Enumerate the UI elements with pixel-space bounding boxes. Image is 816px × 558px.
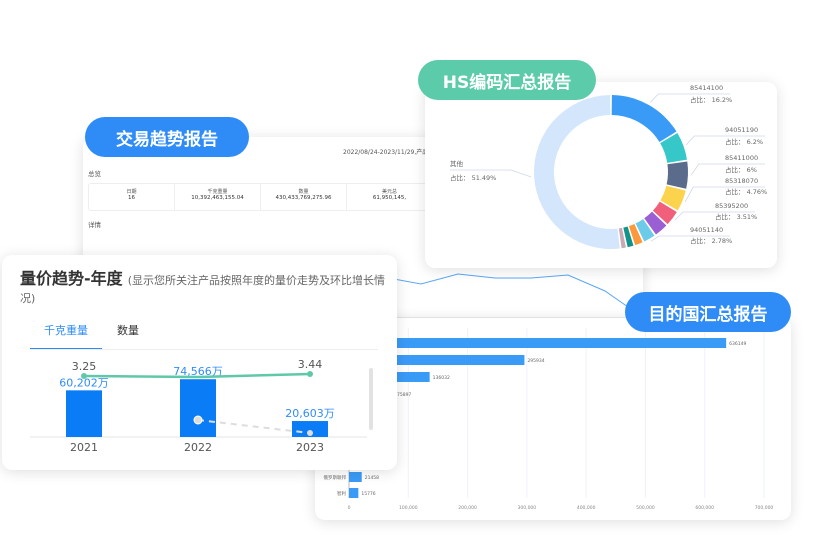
x-tick-label: 500,000 [636,505,655,511]
slice-code: 94051140 [690,226,723,234]
slice-code: 94051190 [725,126,758,134]
date-range: 2022/08/24-2023/11/29,产品编 [343,149,435,156]
stat: 千克重量 10,392,463,155.04 [175,184,261,210]
donut-slice[interactable] [623,226,634,248]
donut-slice[interactable] [618,227,626,249]
slice-percent: 占比： 4.76% [725,187,767,196]
price-label: 3.25 [72,360,97,373]
donut-slice[interactable] [666,161,688,189]
donut-slice[interactable] [611,95,677,142]
stats-box: 日期 16 千克重量 10,392,463,155.04 数量 430,433,769… [88,183,433,211]
stat: 日期 16 [89,184,175,210]
bar-label: 74,566万 [173,365,223,378]
slice-code: 85411000 [725,154,758,162]
stat: 数量 430,433,769,275.96 [261,184,347,210]
card-title: 量价趋势-年度 [20,269,123,288]
donut-slice[interactable] [534,95,620,249]
slice-code: 其他 [450,159,464,168]
price-line [83,372,311,379]
leader-line [684,186,765,203]
overview-heading: 总览 [88,170,101,178]
trade-trend-badge: 交易趋势报告 [85,117,249,157]
stat: 美元总 61,950,145, [372,189,407,201]
donut-slice[interactable] [660,133,688,163]
bar-value: 295934 [527,358,544,364]
bar-value: 21458 [365,475,379,481]
bar[interactable] [66,390,102,437]
donut-chart: 85414100 占比： 16.2% 94051190 占比： 6.2% 8541100… [450,84,767,249]
leader-line [650,93,730,103]
trend-line [383,273,629,308]
donut-slice[interactable] [635,219,655,242]
x-tick-label: 600,000 [695,505,714,511]
price-volume-card: 量价趋势-年度 (显示您所关注产品按照年度的量价走势及环比增长情况) 千克重量 … [2,255,397,470]
price-point[interactable] [307,371,313,377]
bar-label: 60,202万 [59,376,109,389]
leader-line [650,235,730,242]
bar-category: 俄罗斯联邦 [324,474,347,481]
year-label: 2023 [296,441,324,454]
x-tick-label: 100,000 [399,505,418,511]
destination-badge: 目的国汇总报告 [625,292,791,332]
tab-divider [30,349,378,350]
x-tick-label: 0 [348,505,351,511]
slice-code: 85395200 [715,202,748,210]
leader-line [450,169,532,178]
x-tick-label: 300,000 [518,505,537,511]
price-label: 3.44 [298,358,323,371]
x-tick-label: 200,000 [458,505,477,511]
leader-line [674,211,755,221]
tab-quantity[interactable]: 数量 [117,324,139,337]
donut-slice[interactable] [652,201,677,225]
growth-line [197,419,311,434]
year-label: 2022 [184,441,212,454]
donut-slice[interactable] [644,211,667,235]
slice-percent: 占比： 3.51% [715,212,757,221]
slice-code: 85414100 [690,84,723,92]
slice-percent: 占比： 2.78% [690,236,732,245]
card-header: 量价趋势-年度 (显示您所关注产品按照年度的量价走势及环比增长情况) [20,271,390,307]
x-tick-label: 400,000 [577,505,596,511]
hs-code-card: 85414100 占比： 16.2% 94051190 占比： 6.2% 8541100… [425,82,777,268]
scrollbar[interactable] [369,368,373,430]
year-label: 2021 [70,441,98,454]
hs-code-badge: HS编码汇总报告 [418,60,596,100]
donut-slice[interactable] [660,185,686,211]
bar[interactable] [349,338,727,348]
bar[interactable] [349,488,359,498]
bar[interactable] [349,472,362,482]
detail-heading: 详情 [88,221,101,229]
bar-category: 智利 [337,490,346,497]
bar-value: 636149 [729,341,746,347]
bar-value: 136032 [433,375,450,381]
x-tick-label: 700,000 [755,505,774,511]
slice-percent: 占比： 6.2% [725,137,763,146]
bar[interactable] [180,379,216,437]
slice-percent: 占比： 6% [725,165,757,174]
slice-code: 85318070 [725,177,758,185]
card-subtitle: (显示您所关注产品按照年度的量价走势及环比增长情况) [20,274,386,305]
bar-value: 75897 [397,392,411,398]
leader-line [685,135,765,146]
slice-percent: 占比： 16.2% [690,95,732,104]
growth-point[interactable] [307,430,313,436]
bar[interactable] [292,421,328,437]
donut-slice[interactable] [628,223,643,246]
price-point[interactable] [81,373,87,379]
slice-percent: 占比： 51.49% [450,173,496,182]
combo-chart: 60,202万 2021 74,566万 2022 20,603万 2023 3.25 3.4… [30,358,367,454]
leader-line [690,163,765,176]
bar-label: 20,603万 [285,407,335,420]
bar[interactable] [349,355,525,365]
bar-value: 15776 [361,491,375,497]
trend-line-chart [383,273,629,308]
growth-point[interactable] [193,415,203,425]
